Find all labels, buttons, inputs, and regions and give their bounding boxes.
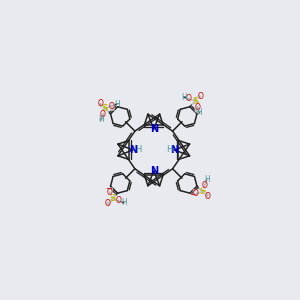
- Text: N: N: [150, 166, 158, 176]
- Text: H: H: [98, 116, 104, 124]
- Text: O: O: [193, 189, 199, 198]
- Text: −: −: [105, 184, 112, 194]
- Text: H: H: [197, 108, 203, 117]
- Text: H: H: [121, 198, 127, 207]
- Text: S: S: [192, 97, 199, 106]
- Text: O: O: [97, 99, 103, 108]
- Text: O: O: [100, 110, 106, 119]
- Text: N: N: [150, 124, 158, 134]
- Text: O: O: [204, 192, 210, 201]
- Text: S: S: [199, 187, 206, 196]
- Text: O: O: [109, 101, 115, 110]
- Text: O: O: [202, 181, 208, 190]
- Text: H: H: [204, 176, 209, 184]
- Text: S: S: [109, 194, 116, 203]
- Text: H: H: [114, 100, 119, 109]
- Text: H: H: [181, 93, 187, 102]
- Text: O: O: [186, 94, 192, 103]
- Text: O: O: [107, 188, 113, 196]
- Text: H: H: [166, 146, 172, 154]
- Text: O: O: [195, 103, 201, 112]
- Text: N: N: [129, 145, 137, 155]
- Text: S: S: [102, 104, 108, 113]
- Text: O: O: [197, 92, 203, 101]
- Text: N: N: [171, 145, 179, 155]
- Text: O: O: [116, 196, 122, 206]
- Text: −: −: [190, 190, 196, 200]
- Text: H: H: [135, 146, 142, 154]
- Text: O: O: [104, 199, 110, 208]
